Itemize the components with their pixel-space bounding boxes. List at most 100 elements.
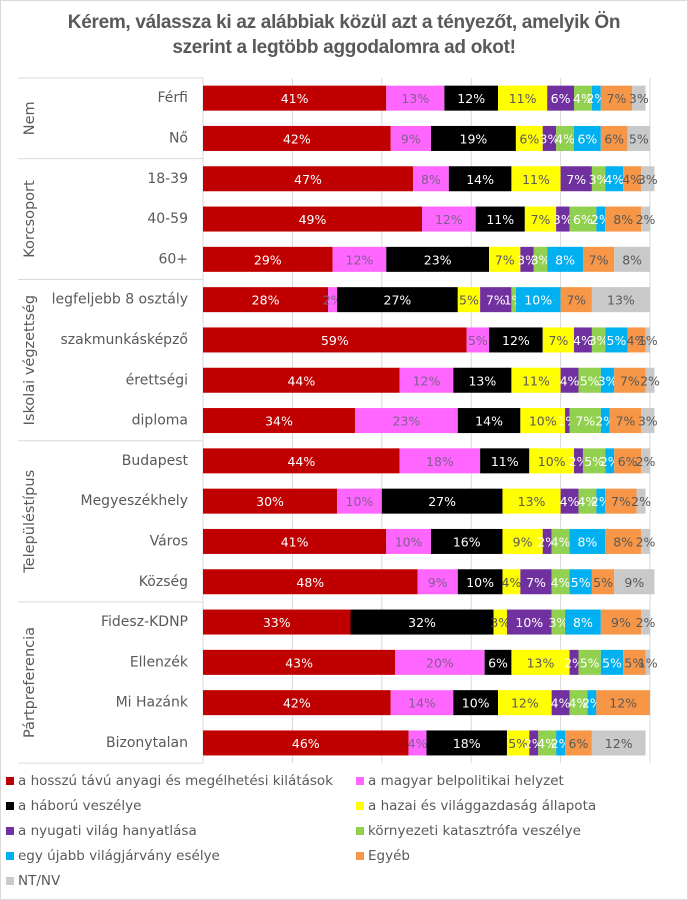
legend-item: a magyar belpolitikai helyzet (356, 770, 564, 792)
data-label: 29% (254, 252, 282, 267)
data-label: 27% (384, 293, 412, 308)
data-label: 10% (524, 293, 552, 308)
bar-segment (426, 730, 507, 756)
bar-segment (605, 528, 642, 554)
bar-segment (551, 690, 570, 716)
bar-segment (515, 125, 543, 151)
legend-swatch (356, 777, 364, 785)
bar-segment (399, 367, 454, 393)
bar-segment (569, 690, 588, 716)
bar-segment (596, 488, 606, 514)
data-label: 7% (607, 91, 627, 106)
data-label: 12% (609, 696, 637, 711)
bar-segment (596, 690, 650, 716)
bar-segment (413, 166, 449, 192)
legend-label: NT/NV (18, 873, 61, 889)
data-label: 12% (413, 373, 441, 388)
data-label: 2% (640, 373, 660, 388)
legend-swatch (6, 802, 14, 810)
bar-segment (520, 569, 552, 595)
data-label: 5% (607, 333, 627, 348)
bar-segment (337, 488, 382, 514)
data-label: 13% (401, 91, 429, 106)
data-label: 10% (466, 575, 494, 590)
bar-segment (386, 85, 445, 111)
category-label: Nő (169, 130, 188, 146)
bar-segment (569, 528, 606, 554)
data-label: 5% (580, 373, 600, 388)
bar-segment (489, 327, 543, 353)
data-label: 8% (613, 212, 633, 227)
group-label: Iskolai végzettség (22, 295, 38, 425)
bar-segment (448, 166, 512, 192)
data-label: 48% (296, 575, 324, 590)
bar-segment (560, 367, 579, 393)
data-label: 6% (551, 91, 571, 106)
bar-segment (587, 690, 597, 716)
bar-segment (453, 367, 512, 393)
data-label: 18% (453, 736, 481, 751)
bar-segment (395, 649, 485, 675)
data-label: 7% (495, 252, 515, 267)
data-label: 6% (604, 131, 624, 146)
data-label: 5% (584, 454, 604, 469)
bar-segment (614, 367, 646, 393)
bar-segment (533, 246, 548, 272)
legend-swatch (356, 802, 364, 810)
bar-segment (538, 730, 557, 756)
bar-segment (600, 85, 633, 111)
data-label: 4% (560, 373, 580, 388)
bar-segment (623, 166, 642, 192)
data-label: 4% (622, 172, 642, 187)
data-label: 14% (475, 414, 503, 429)
category-label: Fidesz-KDNP (101, 614, 188, 630)
category-label: 18-39 (147, 171, 188, 187)
bar-segment (457, 287, 481, 313)
bar-segment (386, 528, 431, 554)
bar-segment (203, 649, 396, 675)
data-label: 9% (513, 534, 533, 549)
data-label: 34% (265, 414, 293, 429)
category-label: diploma (132, 413, 188, 429)
bar-segment (453, 690, 499, 716)
bar-segment (569, 408, 601, 434)
legend-item: egy újabb világjárvány esélye (6, 845, 220, 867)
bar-segment (493, 609, 507, 635)
bar-segment (203, 246, 333, 272)
bar-segment (489, 246, 521, 272)
legend-label: a magyar belpolitikai helyzet (368, 773, 564, 789)
data-label: 8% (577, 534, 597, 549)
category-label: Budapest (122, 453, 189, 469)
bar-segment (591, 85, 601, 111)
legend-label: a hosszú távú anyagi és megélhetési kilá… (18, 773, 334, 789)
data-label: 41% (281, 534, 309, 549)
bar-segment (466, 327, 490, 353)
bar-segment (203, 287, 329, 313)
data-label: 7% (531, 212, 551, 227)
bar-segment (520, 408, 566, 434)
legend-label: a háború veszélye (18, 798, 142, 814)
bar-segment (203, 569, 418, 595)
data-label: 7% (526, 575, 546, 590)
data-label: 1% (638, 655, 658, 670)
bar-segment (529, 730, 539, 756)
data-label: 7% (615, 414, 635, 429)
bar-segment (430, 125, 516, 151)
data-label: 13% (527, 655, 555, 670)
data-label: 8% (555, 252, 575, 267)
category-label: 40-59 (147, 211, 188, 227)
data-label: 3% (589, 172, 609, 187)
bar-segment (444, 85, 499, 111)
bar-segment (203, 166, 414, 192)
data-label: 10% (395, 534, 423, 549)
data-label: 47% (294, 172, 322, 187)
data-label: 44% (287, 454, 315, 469)
bar-segment (614, 569, 655, 595)
data-label: 14% (466, 172, 494, 187)
data-label: 3% (638, 414, 658, 429)
data-label: 19% (460, 131, 488, 146)
bar-segment (641, 448, 650, 474)
data-label: 49% (299, 212, 327, 227)
bar-segment (569, 569, 592, 595)
data-label: 8% (613, 534, 633, 549)
